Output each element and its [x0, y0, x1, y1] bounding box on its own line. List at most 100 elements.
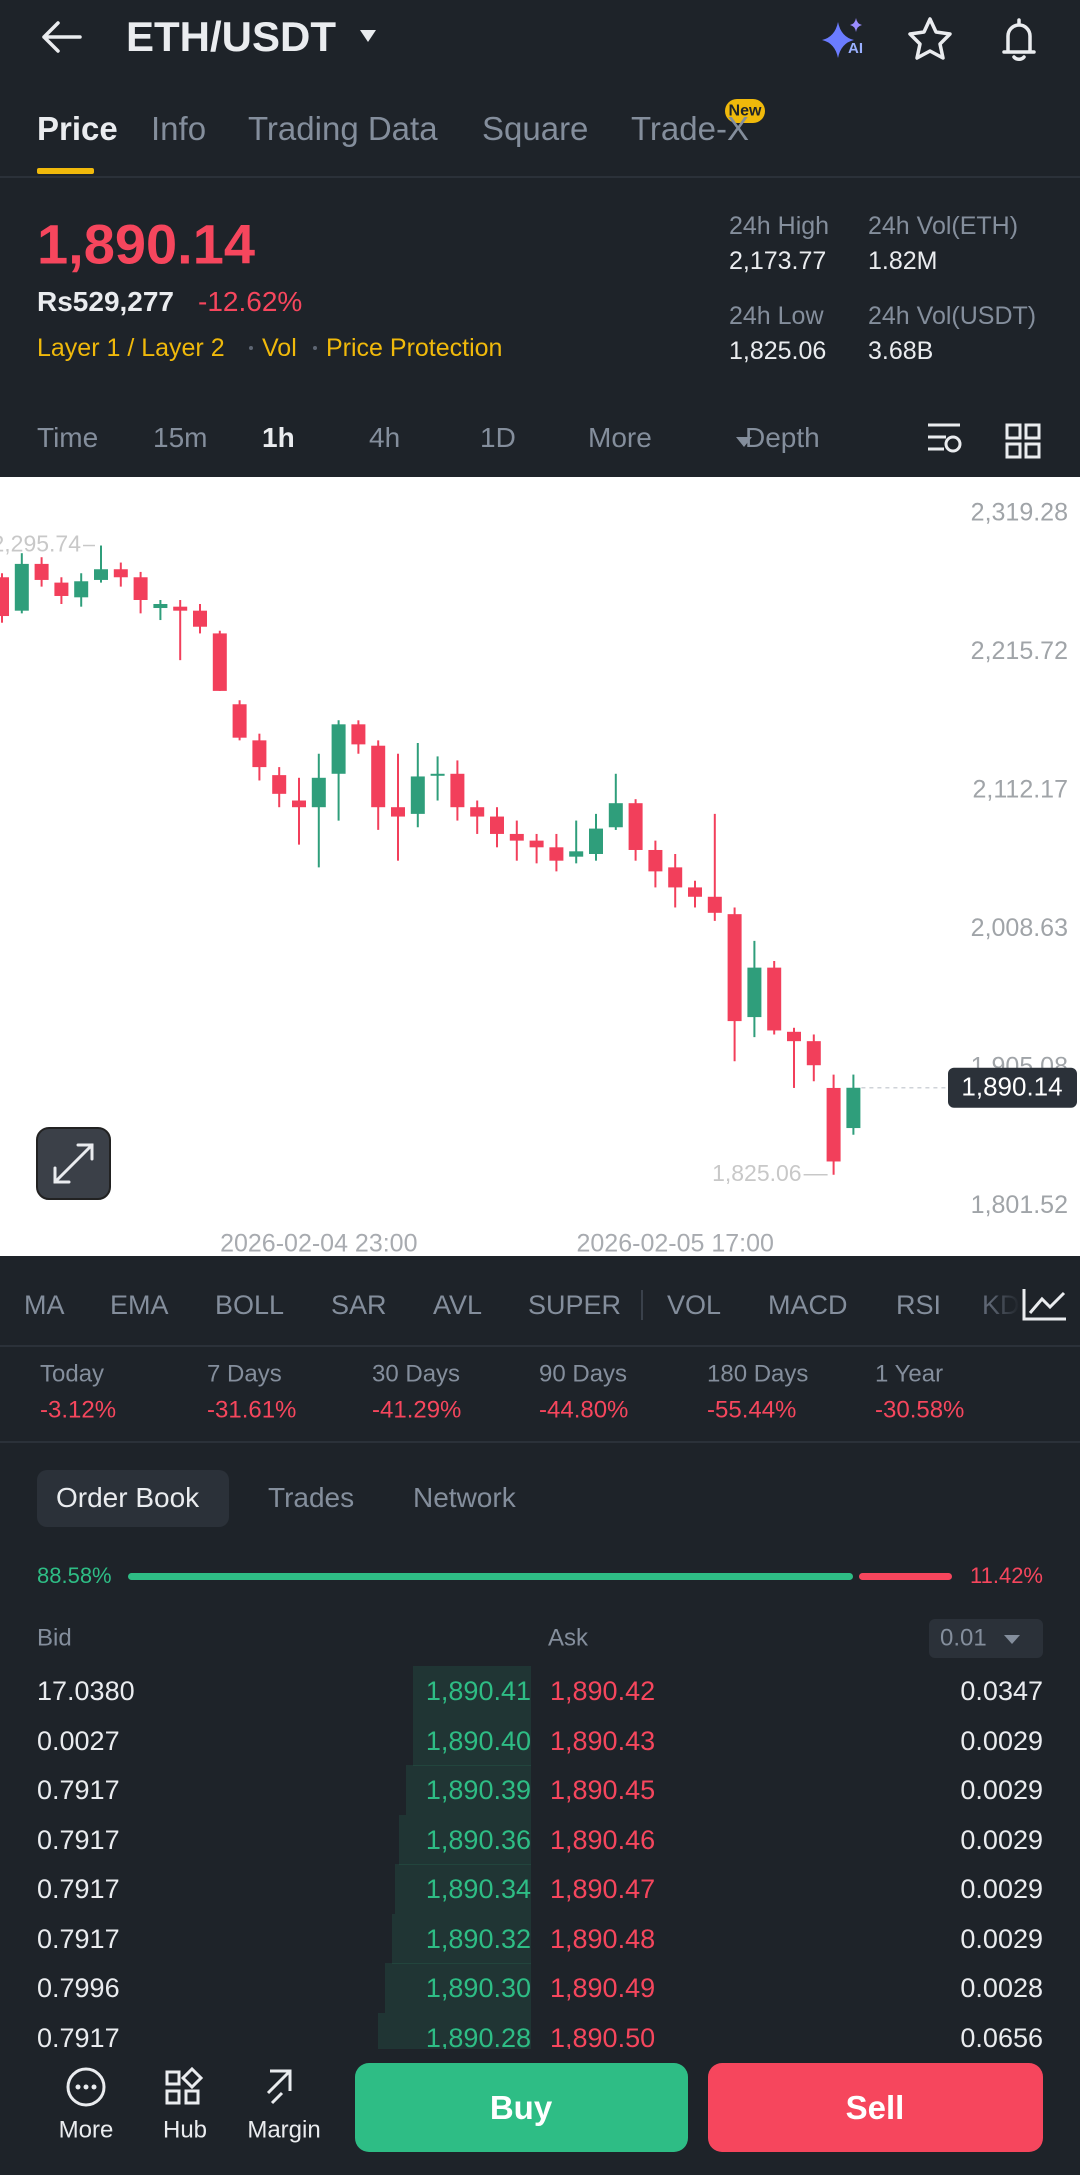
tag[interactable]: Layer 1 / Layer 2 — [37, 334, 225, 362]
star-icon[interactable] — [908, 17, 952, 60]
depth-shade — [392, 1913, 531, 1964]
precision-box[interactable] — [929, 1619, 1043, 1658]
x-tick-label: 2026-02-04 23:00 — [220, 1230, 417, 1256]
candle-body — [14, 563, 29, 611]
stat-label: 24h Vol(USDT) — [868, 302, 1037, 330]
candle-body — [727, 914, 742, 1022]
y-tick-label: 2,215.72 — [971, 637, 1068, 665]
book-tab[interactable]: Trades — [268, 1482, 355, 1514]
bid-amount: 0.7917 — [37, 1923, 120, 1954]
indicator[interactable]: MACD — [768, 1289, 848, 1320]
buy-button[interactable] — [355, 2063, 688, 2152]
tag[interactable]: Price Protection — [326, 334, 503, 362]
stat-label: 24h Vol(ETH) — [868, 212, 1019, 240]
nav-item[interactable]: Margin — [247, 2116, 321, 2144]
more-icon[interactable] — [66, 2067, 106, 2107]
divider — [0, 176, 1080, 178]
header-icons: AI — [42, 17, 1041, 459]
stat-label: 24h High — [729, 212, 830, 240]
indicator[interactable]: VOL — [667, 1289, 722, 1320]
candle-body — [391, 807, 405, 817]
timeframe[interactable]: 1h — [262, 422, 295, 454]
tag[interactable]: Vol — [262, 334, 297, 362]
candle-body — [450, 773, 465, 808]
indicator[interactable]: EMA — [110, 1289, 169, 1320]
dropdown-icon[interactable] — [360, 30, 376, 42]
period-label: 7 Days — [207, 1360, 282, 1388]
candle-body — [549, 847, 564, 861]
indicator-icon[interactable] — [1020, 1285, 1070, 1325]
timeframe[interactable]: More — [588, 422, 652, 454]
candle-body — [74, 581, 89, 598]
indicator[interactable]: MA — [24, 1289, 65, 1320]
candle-body — [153, 604, 168, 609]
period-label: 1 Year — [875, 1360, 944, 1388]
candle-body — [272, 775, 287, 794]
bid-price: 1,890.30 — [425, 1972, 531, 2003]
bid-price: 1,890.39 — [425, 1774, 531, 1805]
bid-amount: 0.0027 — [37, 1725, 120, 1756]
candle-body — [113, 569, 128, 578]
chart-settings-icon[interactable] — [928, 423, 960, 451]
period-label: 180 Days — [707, 1360, 809, 1388]
timeframe[interactable]: Time — [37, 422, 99, 454]
last-price-tag — [948, 1067, 1077, 1108]
indicator[interactable]: SAR — [331, 1289, 387, 1320]
indicator[interactable]: SUPER — [528, 1289, 622, 1320]
ai-spark — [850, 18, 862, 32]
candle-body — [668, 867, 683, 888]
timeframe[interactable]: 4h — [369, 422, 401, 454]
candle-body — [707, 896, 722, 913]
tab[interactable]: Square — [482, 110, 589, 148]
candle-body — [767, 967, 782, 1031]
depth-shade — [399, 1814, 531, 1865]
book-tab[interactable]: Network — [413, 1482, 516, 1514]
ask-price: 1,890.45 — [550, 1774, 656, 1805]
candle-body — [470, 807, 485, 817]
y-tick-label: 2,112.17 — [973, 776, 1068, 804]
bid-amount: 0.7917 — [37, 1774, 120, 1805]
period-change: -30.58% — [875, 1396, 965, 1424]
period-label: 30 Days — [372, 1360, 461, 1388]
timeframe[interactable]: Depth — [745, 422, 820, 454]
stat-label: 24h Low — [729, 302, 824, 330]
candle-body — [54, 582, 69, 596]
layout-icon[interactable] — [1005, 423, 1022, 440]
tab[interactable]: Info — [151, 110, 207, 148]
ask-amount: 0.0656 — [960, 2022, 1043, 2053]
margin-icon[interactable] — [266, 2069, 292, 2105]
nav-item[interactable]: Hub — [162, 2116, 208, 2144]
indicator-divider — [641, 1290, 643, 1320]
bid-amount: 17.0380 — [37, 1675, 135, 1706]
hub-icon[interactable] — [180, 2066, 204, 2090]
sell-label[interactable]: Sell — [845, 2089, 905, 2127]
period-change: -3.12% — [40, 1396, 117, 1424]
nav-item[interactable]: More — [58, 2116, 114, 2144]
x-tick-label: 2026-02-05 17:00 — [577, 1230, 774, 1256]
divider — [0, 1441, 1080, 1443]
buy-label[interactable]: Buy — [489, 2089, 553, 2127]
tab[interactable]: Trade-X — [631, 110, 749, 148]
timeframe[interactable]: 1D — [480, 422, 516, 454]
back-icon[interactable] — [42, 21, 82, 53]
tab[interactable]: Trading Data — [248, 110, 438, 148]
sell-button[interactable] — [708, 2063, 1043, 2152]
candle-body — [806, 1041, 821, 1066]
indicator[interactable]: AVL — [433, 1289, 483, 1320]
candle-body — [311, 777, 326, 808]
period-change: -44.80% — [539, 1396, 629, 1424]
candle-body — [608, 803, 623, 828]
book-tab[interactable]: Order Book — [56, 1482, 200, 1514]
bell-icon[interactable] — [1002, 18, 1036, 61]
tab[interactable]: Price — [37, 110, 118, 148]
ask-ratio-bar — [858, 1573, 952, 1580]
candle-body — [509, 833, 524, 841]
indicator[interactable]: RSI — [896, 1289, 942, 1320]
timeframe[interactable]: 15m — [153, 422, 208, 454]
candle-body — [490, 816, 504, 834]
y-tick-label: 2,319.28 — [971, 499, 1068, 527]
ai-icon[interactable] — [822, 22, 854, 58]
pair-title[interactable]: ETH/USDT — [126, 12, 336, 60]
indicator[interactable]: BOLL — [215, 1289, 285, 1320]
